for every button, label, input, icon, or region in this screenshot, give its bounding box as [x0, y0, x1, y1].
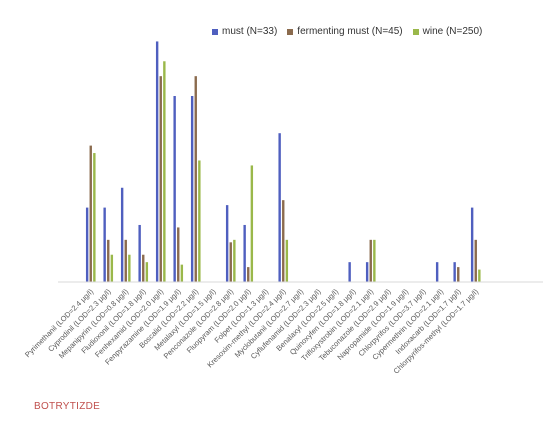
bar-2-4 — [142, 254, 145, 282]
bar-2-7 — [194, 76, 197, 282]
bar-1-9 — [225, 205, 229, 282]
bar-1-2 — [103, 207, 106, 282]
bar-2-1 — [89, 145, 92, 282]
bar-1-12 — [278, 133, 281, 282]
bar-1-7 — [190, 96, 194, 282]
bar-2-12 — [282, 200, 285, 282]
bar-3-7 — [198, 160, 201, 282]
bar-1-16 — [348, 262, 351, 282]
bar-1-1 — [85, 207, 89, 282]
bar-1-17 — [365, 262, 369, 282]
bar-3-12 — [285, 239, 289, 282]
bar-2-9 — [229, 242, 232, 282]
legend-item-1: must (N=33) — [212, 26, 277, 37]
bar-1-3 — [120, 187, 124, 282]
legend-label: must (N=33) — [222, 26, 278, 37]
bar-1-10 — [243, 224, 246, 282]
bar-3-5 — [163, 61, 166, 282]
bar-3-2 — [110, 254, 114, 282]
chart-legend: must (N=33) fermenting must (N=45) wine (N… — [212, 26, 482, 37]
bar-3-6 — [180, 264, 184, 282]
bar-3-17 — [373, 239, 376, 282]
bar-1-4 — [138, 224, 141, 282]
bar-1-22 — [453, 262, 456, 282]
legend-item-2: fermenting must (N=45) — [287, 26, 403, 37]
bar-3-9 — [233, 239, 236, 282]
bar-2-23 — [474, 239, 477, 282]
bar-2-17 — [369, 239, 372, 282]
bar-1-5 — [155, 41, 159, 282]
bar-2-6 — [177, 227, 180, 282]
bar-2-2 — [107, 239, 110, 282]
bar-2-5 — [159, 76, 162, 282]
bar-3-4 — [145, 262, 149, 282]
bar-2-22 — [457, 267, 460, 282]
bar-1-23 — [470, 207, 474, 282]
legend-swatch — [412, 28, 419, 35]
bar-2-3 — [124, 239, 127, 282]
legend-item-3: wine (N=250) — [412, 26, 483, 37]
legend-label: fermenting must (N=45) — [297, 26, 403, 37]
x-tick-labels: Pyrimethanil (LOD=2.4 μg/l)Cyprodinil (L… — [23, 287, 480, 376]
bar-3-1 — [93, 153, 96, 282]
bar-2-10 — [247, 267, 250, 282]
legend-swatch — [287, 28, 294, 35]
bar-1-21 — [435, 262, 439, 282]
bar-3-3 — [128, 254, 131, 282]
legend-swatch — [212, 28, 218, 35]
bars-group — [85, 41, 481, 282]
bar-3-23 — [478, 269, 481, 282]
legend-label: wine (N=250) — [422, 26, 483, 37]
footnote-label: BOTRYTIZDE — [34, 401, 101, 412]
bar-1-6 — [173, 96, 176, 282]
bar-3-10 — [250, 165, 254, 282]
